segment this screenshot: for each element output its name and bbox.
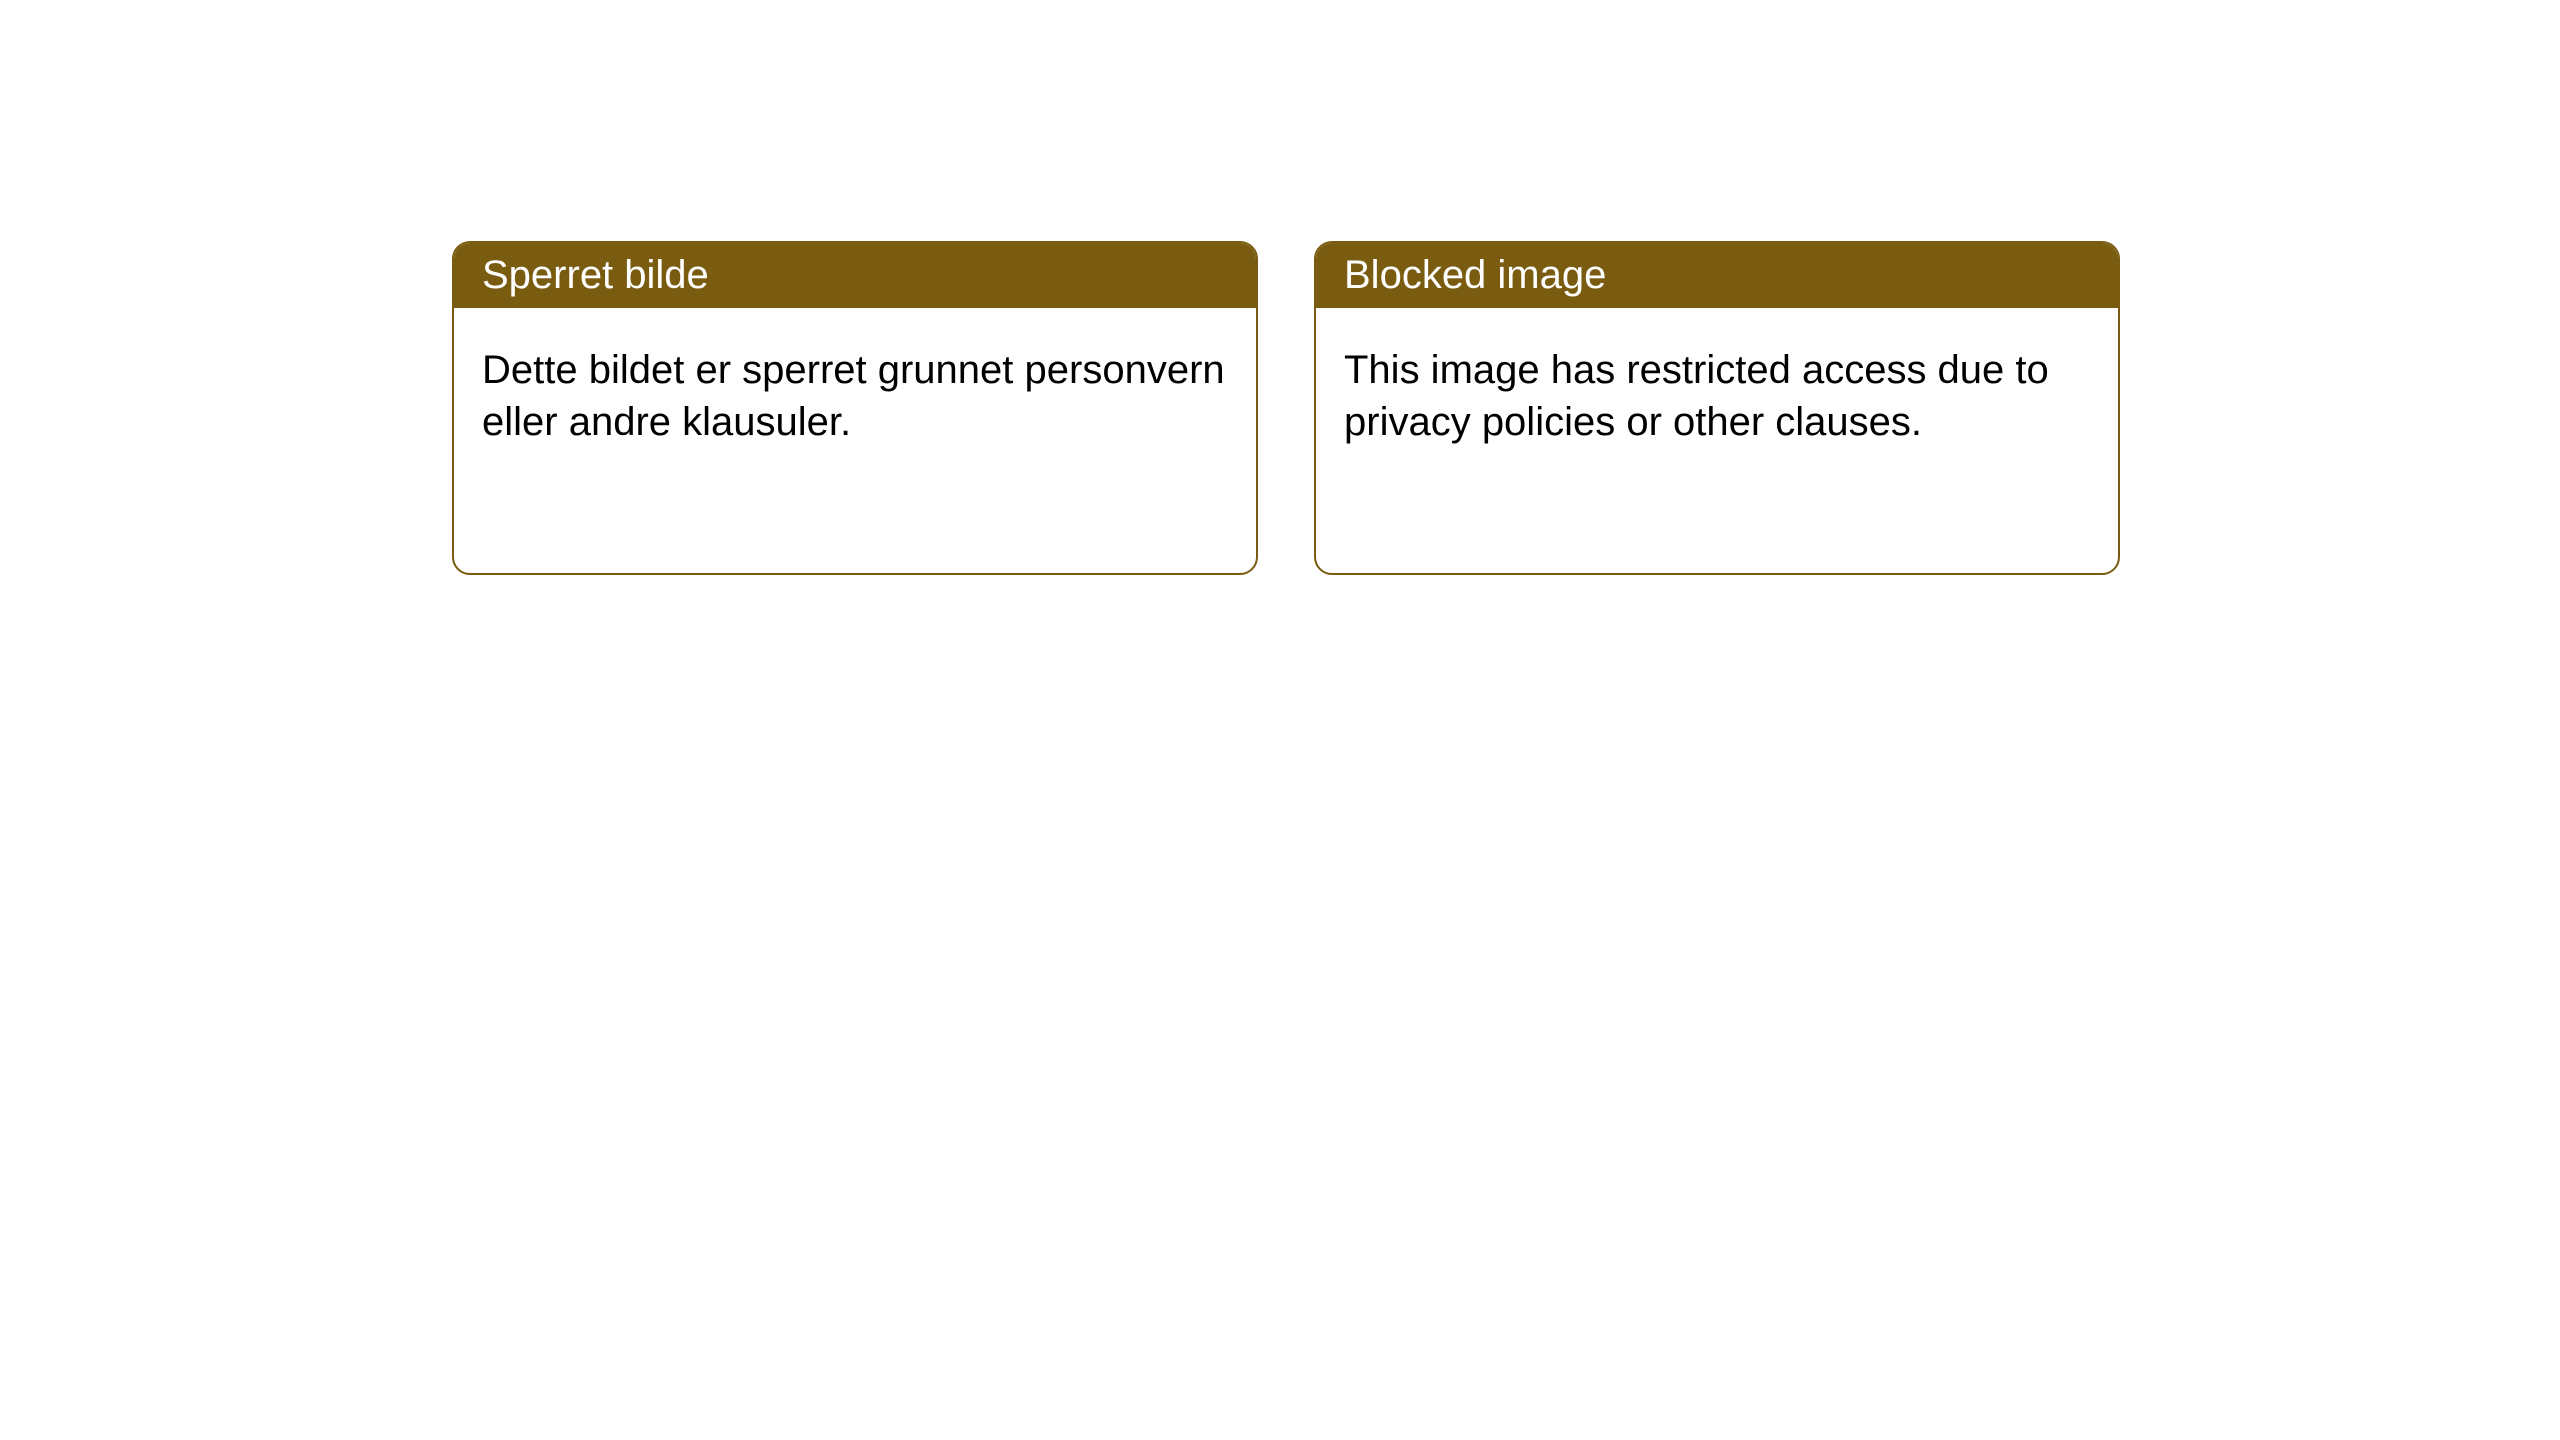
card-body-en: This image has restricted access due to … [1316, 308, 2118, 484]
notice-container: Sperret bilde Dette bildet er sperret gr… [0, 0, 2560, 575]
blocked-image-card-no: Sperret bilde Dette bildet er sperret gr… [452, 241, 1258, 575]
card-body-no: Dette bildet er sperret grunnet personve… [454, 308, 1256, 484]
card-body-text-en: This image has restricted access due to … [1344, 348, 2049, 444]
card-title-en: Blocked image [1344, 253, 1606, 297]
card-header-en: Blocked image [1316, 243, 2118, 308]
card-body-text-no: Dette bildet er sperret grunnet personve… [482, 348, 1225, 444]
card-title-no: Sperret bilde [482, 253, 709, 297]
card-header-no: Sperret bilde [454, 243, 1256, 308]
blocked-image-card-en: Blocked image This image has restricted … [1314, 241, 2120, 575]
